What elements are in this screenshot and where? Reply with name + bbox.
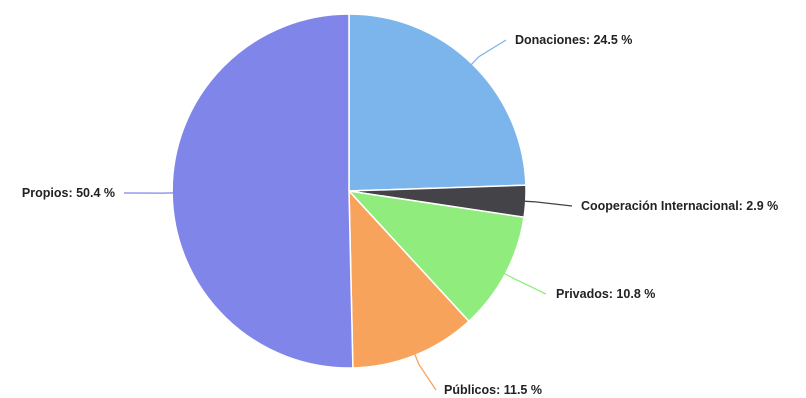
data-labels: Donaciones: 24.5 % Cooperación Internacio… <box>22 33 778 397</box>
connector-donaciones <box>470 39 507 66</box>
data-label-propios: Propios: 50.4 % <box>22 186 115 200</box>
pie-slice-donaciones[interactable] <box>348 13 527 192</box>
data-label-publicos: Públicos: 11.5 % <box>444 383 542 397</box>
pie-slices <box>171 13 527 369</box>
data-label-privados: Privados: 10.8 % <box>556 287 655 301</box>
label-connectors <box>123 39 573 391</box>
connector-cooperacion-internacional <box>523 200 573 207</box>
data-label-donaciones: Donaciones: 24.5 % <box>515 33 632 47</box>
connector-publicos <box>413 353 437 391</box>
pie-slice-propios[interactable] <box>171 13 354 369</box>
data-label-cooperacion-internacional: Cooperación Internacional: 2.9 % <box>581 199 778 213</box>
connector-privados <box>503 272 547 295</box>
